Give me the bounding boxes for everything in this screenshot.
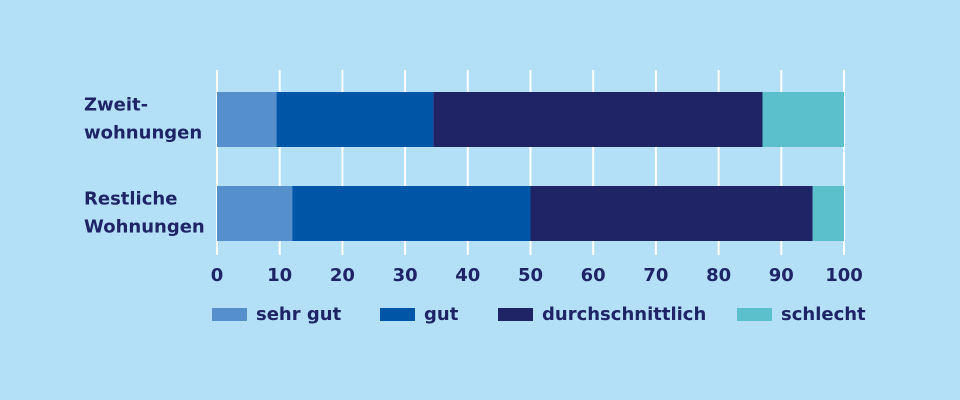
x-tick-label: 10	[267, 265, 292, 286]
legend-label: durchschnittlich	[542, 304, 706, 325]
bar-segment	[292, 186, 531, 241]
x-tick-label: 50	[518, 265, 543, 286]
x-tick-label: 0	[211, 265, 224, 286]
y-tick-label: Restliche Wohnungen	[84, 189, 205, 238]
x-tick-label: 20	[330, 265, 355, 286]
legend-label: schlecht	[781, 304, 866, 325]
x-tick-label: 60	[581, 265, 606, 286]
x-tick-label: 40	[455, 265, 480, 286]
legend-swatch	[498, 308, 533, 321]
bar-segment	[812, 186, 844, 241]
legend-label: gut	[424, 304, 459, 325]
legend-swatch	[737, 308, 772, 321]
y-tick-label: Zweit-wohnungen	[84, 95, 202, 144]
legend-label: sehr gut	[256, 304, 342, 325]
bar-segment	[217, 92, 277, 147]
legend-swatch	[380, 308, 415, 321]
bar-segment	[276, 92, 434, 147]
bar-segment	[433, 92, 763, 147]
bar-segment	[762, 92, 844, 147]
x-tick-label: 80	[706, 265, 731, 286]
bar-segment	[530, 186, 813, 241]
x-tick-label: 100	[825, 265, 863, 286]
x-tick-label: 70	[643, 265, 668, 286]
bar-segment	[217, 186, 293, 241]
x-tick-label: 30	[393, 265, 418, 286]
legend-swatch	[212, 308, 247, 321]
x-tick-label: 90	[769, 265, 794, 286]
